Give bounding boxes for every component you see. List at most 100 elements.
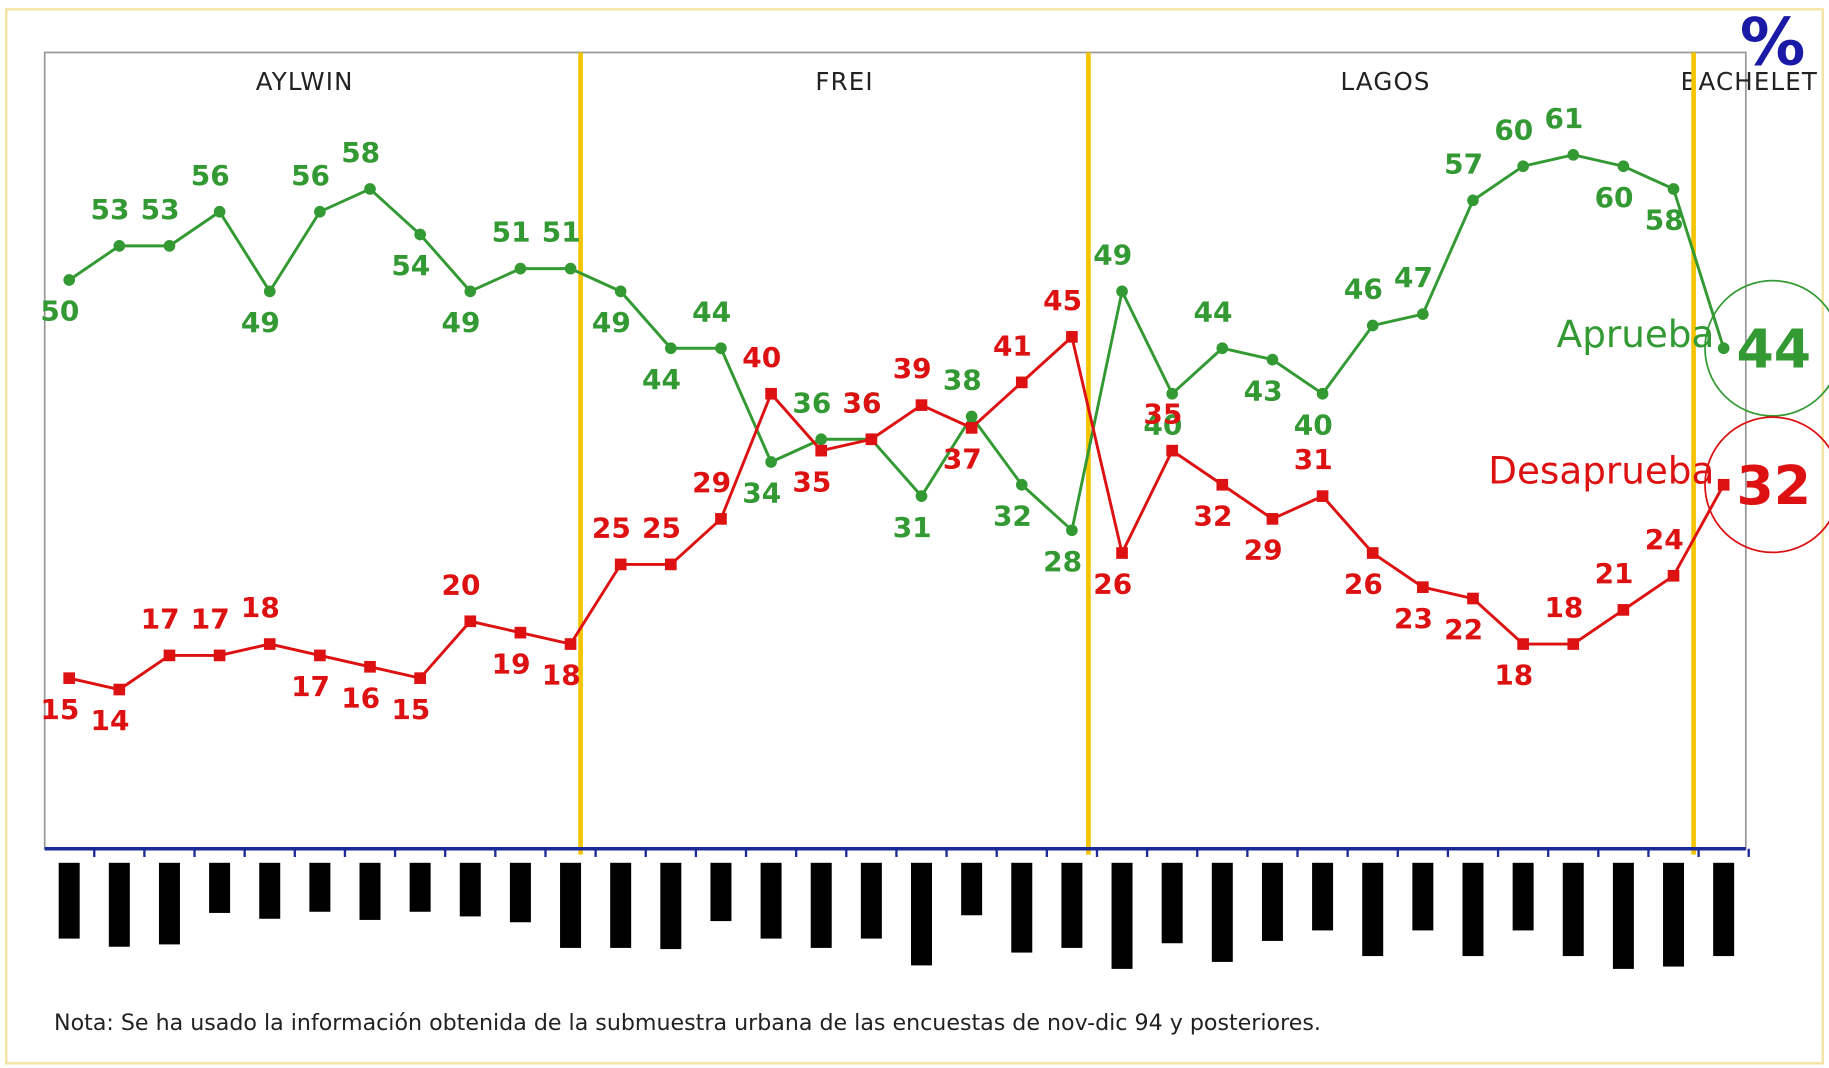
marker	[1015, 376, 1028, 389]
data-label: 26	[1344, 568, 1383, 601]
x-tick-label-redacted	[660, 862, 682, 950]
marker	[1417, 581, 1429, 593]
marker	[614, 285, 627, 298]
data-label: 53	[141, 193, 180, 226]
data-label: 51	[542, 216, 581, 249]
data-label: 56	[291, 159, 330, 192]
data-label: 40	[1294, 408, 1333, 441]
marker	[1567, 638, 1580, 650]
data-label: 23	[1394, 602, 1433, 635]
marker	[113, 683, 126, 696]
marker	[414, 228, 426, 241]
data-label: 41	[993, 329, 1032, 362]
x-tick-label-redacted	[1462, 862, 1484, 957]
x-tick-label-redacted	[760, 862, 782, 939]
data-label: 36	[843, 386, 882, 419]
marker	[213, 205, 226, 218]
x-tick-label-redacted	[1663, 862, 1685, 967]
marker	[1366, 319, 1379, 332]
marker	[1116, 547, 1128, 559]
data-label: 14	[91, 704, 130, 737]
x-tick-label-redacted	[1713, 862, 1735, 957]
marker	[1166, 444, 1179, 457]
marker	[664, 558, 677, 571]
x-tick-label-redacted	[1612, 862, 1634, 969]
series-line	[68, 153, 1726, 534]
data-label: 26	[1093, 568, 1132, 601]
data-label: 25	[642, 511, 681, 544]
legend-label: Aprueba	[1557, 312, 1715, 356]
data-label: 31	[1294, 443, 1333, 476]
legend-label: Desaprueba	[1488, 449, 1714, 493]
data-label: 58	[1645, 204, 1684, 237]
last-value-label: 44	[1736, 318, 1811, 381]
marker	[1467, 194, 1479, 207]
marker	[1667, 183, 1680, 195]
marker	[1667, 569, 1680, 582]
marker	[1417, 308, 1429, 320]
x-tick-label-redacted	[309, 862, 331, 912]
x-tick-label-redacted	[810, 862, 832, 948]
marker	[1066, 524, 1078, 537]
data-label: 29	[692, 466, 731, 499]
data-label: 16	[341, 681, 380, 714]
marker	[1166, 387, 1179, 400]
marker	[364, 183, 376, 195]
marker	[63, 672, 76, 684]
period-label: FREI	[815, 67, 873, 96]
data-label: 49	[1093, 238, 1132, 271]
x-tick-label-redacted	[58, 862, 80, 939]
data-label: 46	[1344, 273, 1383, 306]
marker	[1717, 342, 1730, 355]
data-label: 34	[742, 477, 781, 510]
data-label: 49	[241, 306, 280, 339]
marker	[1316, 387, 1329, 400]
marker	[915, 490, 928, 502]
data-label: 47	[1394, 261, 1433, 294]
x-tick-label-redacted	[158, 862, 180, 945]
note: Nota: Se ha usado la información obtenid…	[54, 1010, 1321, 1036]
data-label: 54	[391, 249, 430, 282]
data-label: 24	[1645, 523, 1684, 556]
data-label: 39	[893, 352, 932, 385]
marker	[765, 456, 777, 468]
marker	[1617, 160, 1630, 173]
marker	[263, 638, 276, 650]
x-tick-label-redacted	[259, 862, 281, 919]
data-label: 53	[91, 193, 130, 226]
data-label: 17	[141, 602, 180, 635]
period-label: BACHELET	[1681, 67, 1818, 96]
data-label: 35	[792, 465, 831, 498]
marker	[63, 274, 76, 286]
x-tick-label-redacted	[209, 862, 231, 913]
data-label: 15	[40, 693, 79, 726]
x-tick-label-redacted	[1161, 862, 1183, 944]
marker	[1717, 478, 1730, 491]
x-tick-label-redacted	[459, 862, 481, 917]
data-label: 21	[1595, 557, 1634, 590]
marker	[815, 433, 828, 446]
x-tick-label-redacted	[1111, 862, 1133, 969]
marker	[1066, 331, 1078, 343]
x-tick-label-redacted	[108, 862, 130, 947]
marker	[1517, 638, 1529, 650]
x-tick-label-redacted	[1312, 862, 1334, 931]
last-value-label: 32	[1736, 454, 1811, 517]
x-tick-label-redacted	[1362, 862, 1384, 957]
data-label: 58	[341, 136, 380, 169]
marker	[1467, 592, 1479, 605]
marker	[1216, 478, 1229, 491]
marker	[414, 672, 426, 684]
data-label: 18	[241, 591, 280, 624]
x-tick-label-redacted	[509, 862, 531, 923]
x-tick-label-redacted	[1261, 862, 1283, 941]
marker	[1216, 342, 1229, 355]
marker	[263, 285, 276, 298]
data-label: 22	[1444, 613, 1483, 646]
data-label: 57	[1444, 147, 1483, 180]
x-tick-label-redacted	[359, 862, 381, 920]
x-tick-label-redacted	[911, 862, 932, 966]
x-tick-label-redacted	[610, 862, 632, 948]
x-tick-label-redacted	[409, 862, 431, 912]
